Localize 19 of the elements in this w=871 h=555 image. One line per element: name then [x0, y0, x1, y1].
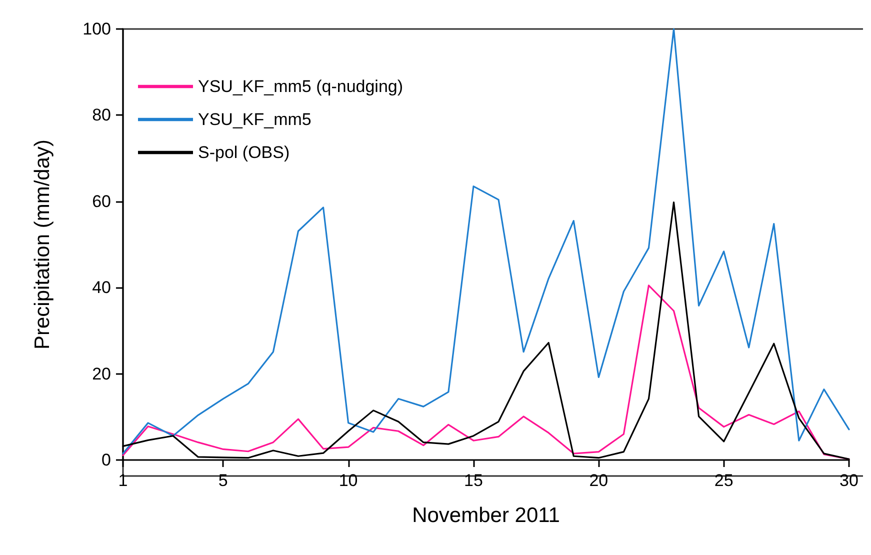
- legend-label: YSU_KF_mm5: [198, 110, 312, 129]
- x-tick-label: 20: [589, 471, 608, 490]
- x-tick-label: 1: [118, 471, 128, 490]
- y-tick-label: 20: [92, 364, 111, 384]
- legend-label: S-pol (OBS): [198, 143, 290, 162]
- y-tick-label: 0: [102, 450, 111, 470]
- x-tick-label: 10: [338, 471, 358, 490]
- y-tick-label: 60: [92, 192, 111, 211]
- legend-label: YSU_KF_mm5 (q-nudging): [198, 77, 404, 96]
- x-axis-title: November 2011: [412, 504, 560, 527]
- y-tick-label: 40: [92, 278, 111, 298]
- y-axis-title: Precipitation (mm/day): [31, 139, 54, 350]
- x-tick-label: 15: [464, 471, 483, 490]
- y-tick-label: 80: [92, 106, 111, 125]
- x-tick-label: 25: [714, 471, 734, 490]
- line-series: [122, 28, 850, 454]
- y-tick-label: 100: [82, 20, 111, 38]
- x-tick-label: 5: [218, 471, 228, 490]
- x-tick-label: 30: [840, 471, 858, 490]
